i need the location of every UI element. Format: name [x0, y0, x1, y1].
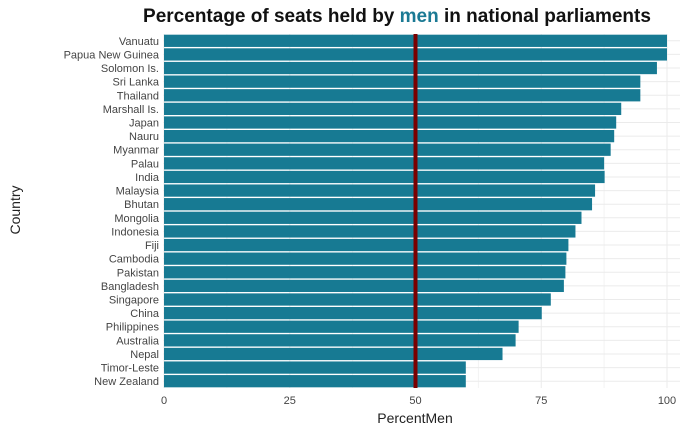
y-tick-label: Singapore	[109, 295, 159, 307]
title-highlight: men	[399, 6, 439, 27]
title-suffix: in national parliaments	[438, 6, 651, 27]
bars	[164, 34, 667, 388]
bar	[164, 75, 641, 88]
bar	[164, 61, 657, 75]
bar	[164, 347, 503, 361]
bar	[164, 279, 564, 293]
y-tick-label: Papua New Guinea	[64, 49, 160, 61]
y-tick-label: Philippines	[106, 322, 160, 334]
y-tick-label: Mongolia	[114, 213, 160, 225]
x-tick-labels: 0 25 50 75 100	[161, 395, 676, 407]
x-tick-label: 75	[535, 395, 547, 407]
x-tick-label: 100	[658, 395, 676, 407]
bar	[164, 293, 551, 306]
y-tick-label: Indonesia	[111, 226, 160, 238]
y-tick-label: Malaysia	[116, 186, 160, 198]
y-tick-label: China	[130, 308, 160, 320]
bar	[164, 184, 596, 197]
bar	[164, 306, 542, 320]
bar	[164, 211, 582, 224]
y-tick-label: Cambodia	[109, 254, 160, 266]
bar	[164, 198, 593, 211]
bar	[164, 157, 605, 170]
y-tick-label: Bangladesh	[101, 281, 159, 293]
y-tick-label: Solomon Is.	[101, 63, 159, 75]
title-prefix: Percentage of seats held by	[143, 6, 400, 27]
y-tick-label: Nauru	[129, 131, 159, 143]
bar	[164, 89, 641, 102]
bar	[164, 170, 605, 184]
y-tick-label: Pakistan	[117, 267, 159, 279]
y-tick-label: Palau	[131, 158, 159, 170]
bar	[164, 129, 615, 143]
y-tick-label: Thailand	[117, 90, 159, 102]
y-tick-label: Sri Lanka	[113, 77, 160, 89]
y-tick-label: New Zealand	[94, 376, 159, 388]
y-tick-label: Fiji	[145, 240, 159, 252]
chart-title: Percentage of seats held by men in natio…	[0, 6, 700, 28]
bar	[164, 225, 576, 238]
y-tick-label: Nepal	[130, 349, 159, 361]
bar	[164, 375, 466, 388]
bar	[164, 238, 569, 252]
y-tick-label: Japan	[129, 118, 159, 130]
bar	[164, 102, 622, 116]
bar	[164, 116, 617, 129]
x-tick-label: 0	[161, 395, 167, 407]
bar	[164, 320, 519, 333]
y-tick-label: Marshall Is.	[103, 104, 159, 116]
bar	[164, 252, 567, 265]
y-tick-label: India	[135, 172, 160, 184]
y-tick-label: Myanmar	[113, 145, 159, 157]
x-tick-label: 50	[409, 395, 421, 407]
y-tick-label: Vanuatu	[119, 36, 159, 48]
y-axis-title: Country	[7, 185, 23, 234]
y-tick-label: Bhutan	[124, 199, 159, 211]
bar	[164, 361, 466, 374]
bar	[164, 334, 516, 347]
x-tick-label: 25	[284, 395, 296, 407]
y-tick-label: Timor-Leste	[101, 363, 159, 375]
y-tick-label: Australia	[116, 335, 160, 347]
bar	[164, 143, 611, 156]
x-axis-title: PercentMen	[377, 410, 452, 426]
bar	[164, 266, 566, 279]
